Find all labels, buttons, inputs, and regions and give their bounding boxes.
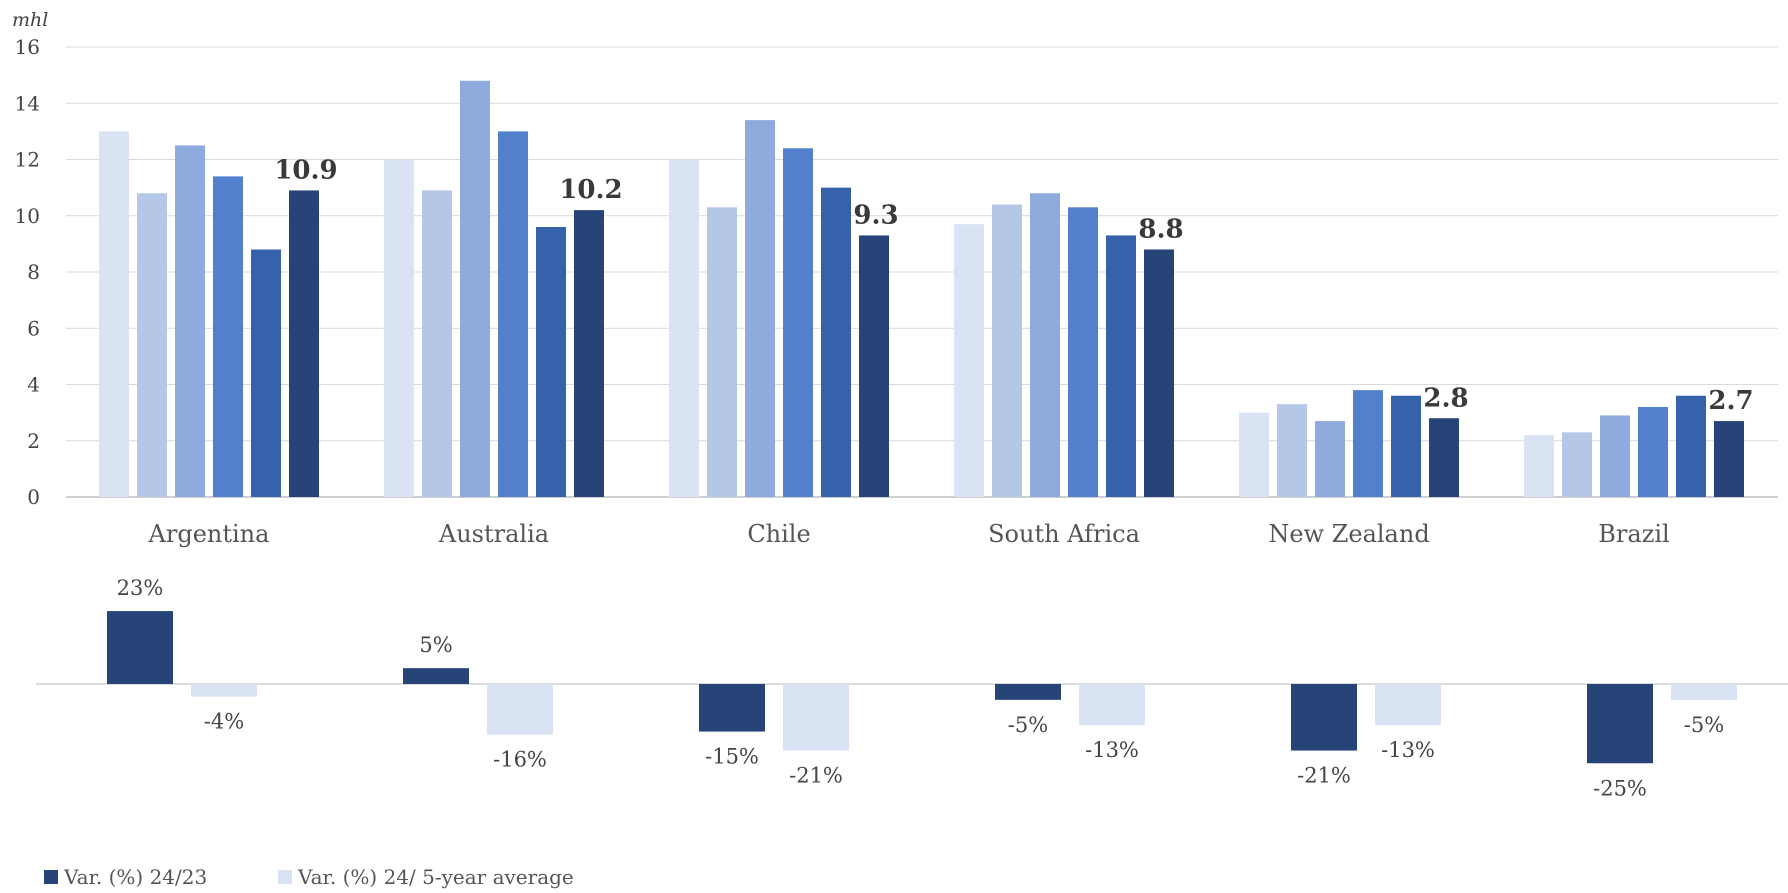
bar-new-zealand-4 bbox=[1391, 395, 1421, 497]
bar-argentina-0 bbox=[99, 131, 129, 497]
bar-australia-0 bbox=[384, 159, 414, 497]
variation-bar-south-africa-0 bbox=[995, 684, 1061, 700]
bar-chile-2 bbox=[745, 120, 775, 497]
category-label-chile: Chile bbox=[747, 520, 810, 548]
bar-argentina-4 bbox=[251, 249, 281, 497]
bar-chile-3 bbox=[783, 148, 813, 497]
variation-label-new-zealand-1: -13% bbox=[1381, 738, 1435, 762]
variation-label-south-africa-0: -5% bbox=[1008, 713, 1048, 737]
bar-brazil-3 bbox=[1638, 407, 1668, 497]
variation-bar-new-zealand-1 bbox=[1375, 684, 1441, 726]
variation-label-australia-0: 5% bbox=[419, 633, 452, 657]
variation-labels: 23% -4% 5% -16% -15% -21% -5% -13% -21% -13% -25% -… bbox=[117, 576, 1725, 800]
bar-chile-1 bbox=[707, 207, 737, 497]
variation-label-chile-1: -21% bbox=[789, 764, 843, 788]
data-label-australia: 10.2 bbox=[559, 175, 622, 205]
category-label-brazil: Brazil bbox=[1598, 520, 1669, 548]
bar-south-africa-5 bbox=[1144, 249, 1174, 497]
bar-brazil-4 bbox=[1676, 395, 1706, 497]
variation-label-south-africa-1: -13% bbox=[1085, 738, 1139, 762]
bar-australia-3 bbox=[498, 131, 528, 497]
top-y-tick-labels: 0 2 4 6 8 10 12 14 16 bbox=[15, 35, 40, 509]
category-label-south-africa: South Africa bbox=[988, 520, 1140, 548]
variation-bar-australia-1 bbox=[487, 684, 553, 735]
bar-australia-2 bbox=[460, 80, 490, 497]
y-tick-label-16: 16 bbox=[15, 35, 40, 59]
data-label-new-zealand: 2.8 bbox=[1423, 383, 1468, 413]
bar-brazil-0 bbox=[1524, 435, 1554, 497]
y-tick-label-10: 10 bbox=[15, 204, 40, 228]
data-label-argentina: 10.9 bbox=[274, 155, 337, 185]
bar-new-zealand-0 bbox=[1239, 412, 1269, 497]
variation-label-new-zealand-0: -21% bbox=[1297, 764, 1351, 788]
legend-swatch-var-24-5yr bbox=[278, 870, 292, 884]
category-label-argentina: Argentina bbox=[148, 520, 270, 548]
y-tick-label-8: 8 bbox=[27, 260, 40, 284]
top-gridlines bbox=[66, 46, 1778, 498]
bar-brazil-2 bbox=[1600, 415, 1630, 497]
y-axis-unit-label: mhl bbox=[12, 9, 48, 31]
bar-australia-4 bbox=[536, 227, 566, 497]
variation-bar-argentina-1 bbox=[191, 684, 257, 697]
y-tick-label-2: 2 bbox=[27, 429, 40, 453]
bar-argentina-2 bbox=[175, 145, 205, 497]
variation-label-argentina-0: 23% bbox=[117, 576, 164, 600]
bar-new-zealand-3 bbox=[1353, 390, 1383, 497]
y-tick-label-12: 12 bbox=[15, 148, 40, 172]
bar-argentina-3 bbox=[213, 176, 243, 497]
bar-south-africa-2 bbox=[1030, 193, 1060, 497]
legend-swatch-var-24-23 bbox=[44, 870, 58, 884]
variation-bar-chile-1 bbox=[783, 684, 849, 751]
bar-chile-4 bbox=[821, 187, 851, 497]
legend-label-var-24-5yr: Var. (%) 24/ 5-year average bbox=[297, 865, 574, 889]
bar-argentina-5 bbox=[289, 190, 319, 497]
y-tick-label-14: 14 bbox=[15, 91, 40, 115]
bar-south-africa-0 bbox=[954, 224, 984, 497]
bar-brazil-1 bbox=[1562, 432, 1592, 497]
variation-label-brazil-0: -25% bbox=[1593, 776, 1647, 800]
variation-label-australia-1: -16% bbox=[493, 748, 547, 772]
bar-new-zealand-5 bbox=[1429, 418, 1459, 497]
bar-south-africa-4 bbox=[1106, 235, 1136, 497]
bar-chile-5 bbox=[859, 235, 889, 497]
top-category-labels: Argentina Australia Chile South Africa New Z… bbox=[148, 520, 1670, 548]
legend-label-var-24-23: Var. (%) 24/23 bbox=[63, 865, 207, 889]
variation-bar-brazil-0 bbox=[1587, 684, 1653, 764]
category-label-australia: Australia bbox=[438, 520, 549, 548]
data-label-brazil: 2.7 bbox=[1708, 386, 1753, 416]
bar-chile-0 bbox=[669, 159, 699, 497]
y-tick-label-0: 0 bbox=[27, 485, 40, 509]
data-label-south-africa: 8.8 bbox=[1138, 215, 1183, 245]
variation-bar-new-zealand-0 bbox=[1291, 684, 1357, 751]
bar-australia-5 bbox=[574, 210, 604, 497]
variation-label-chile-0: -15% bbox=[705, 745, 759, 769]
variation-bar-chile-0 bbox=[699, 684, 765, 732]
variation-bar-argentina-0 bbox=[107, 611, 173, 684]
bar-south-africa-3 bbox=[1068, 207, 1098, 497]
variation-bars bbox=[36, 611, 1788, 764]
category-label-new-zealand: New Zealand bbox=[1268, 520, 1429, 548]
variation-bar-south-africa-1 bbox=[1079, 684, 1145, 726]
top-data-labels: 10.9 10.2 9.3 8.8 2.8 2.7 bbox=[274, 155, 1753, 416]
bar-brazil-5 bbox=[1714, 421, 1744, 497]
variation-bar-australia-0 bbox=[403, 668, 469, 684]
bar-new-zealand-2 bbox=[1315, 421, 1345, 497]
variation-bar-brazil-1 bbox=[1671, 684, 1737, 700]
top-bars bbox=[99, 80, 1744, 497]
bar-new-zealand-1 bbox=[1277, 404, 1307, 497]
bar-south-africa-1 bbox=[992, 204, 1022, 497]
data-label-chile: 9.3 bbox=[853, 200, 898, 230]
y-tick-label-4: 4 bbox=[27, 373, 40, 397]
bar-argentina-1 bbox=[137, 193, 167, 497]
bar-australia-1 bbox=[422, 190, 452, 497]
legend: Var. (%) 24/23 Var. (%) 24/ 5-year avera… bbox=[44, 865, 574, 889]
variation-label-brazil-1: -5% bbox=[1684, 713, 1724, 737]
variation-label-argentina-1: -4% bbox=[204, 710, 244, 734]
y-tick-label-6: 6 bbox=[27, 316, 40, 340]
